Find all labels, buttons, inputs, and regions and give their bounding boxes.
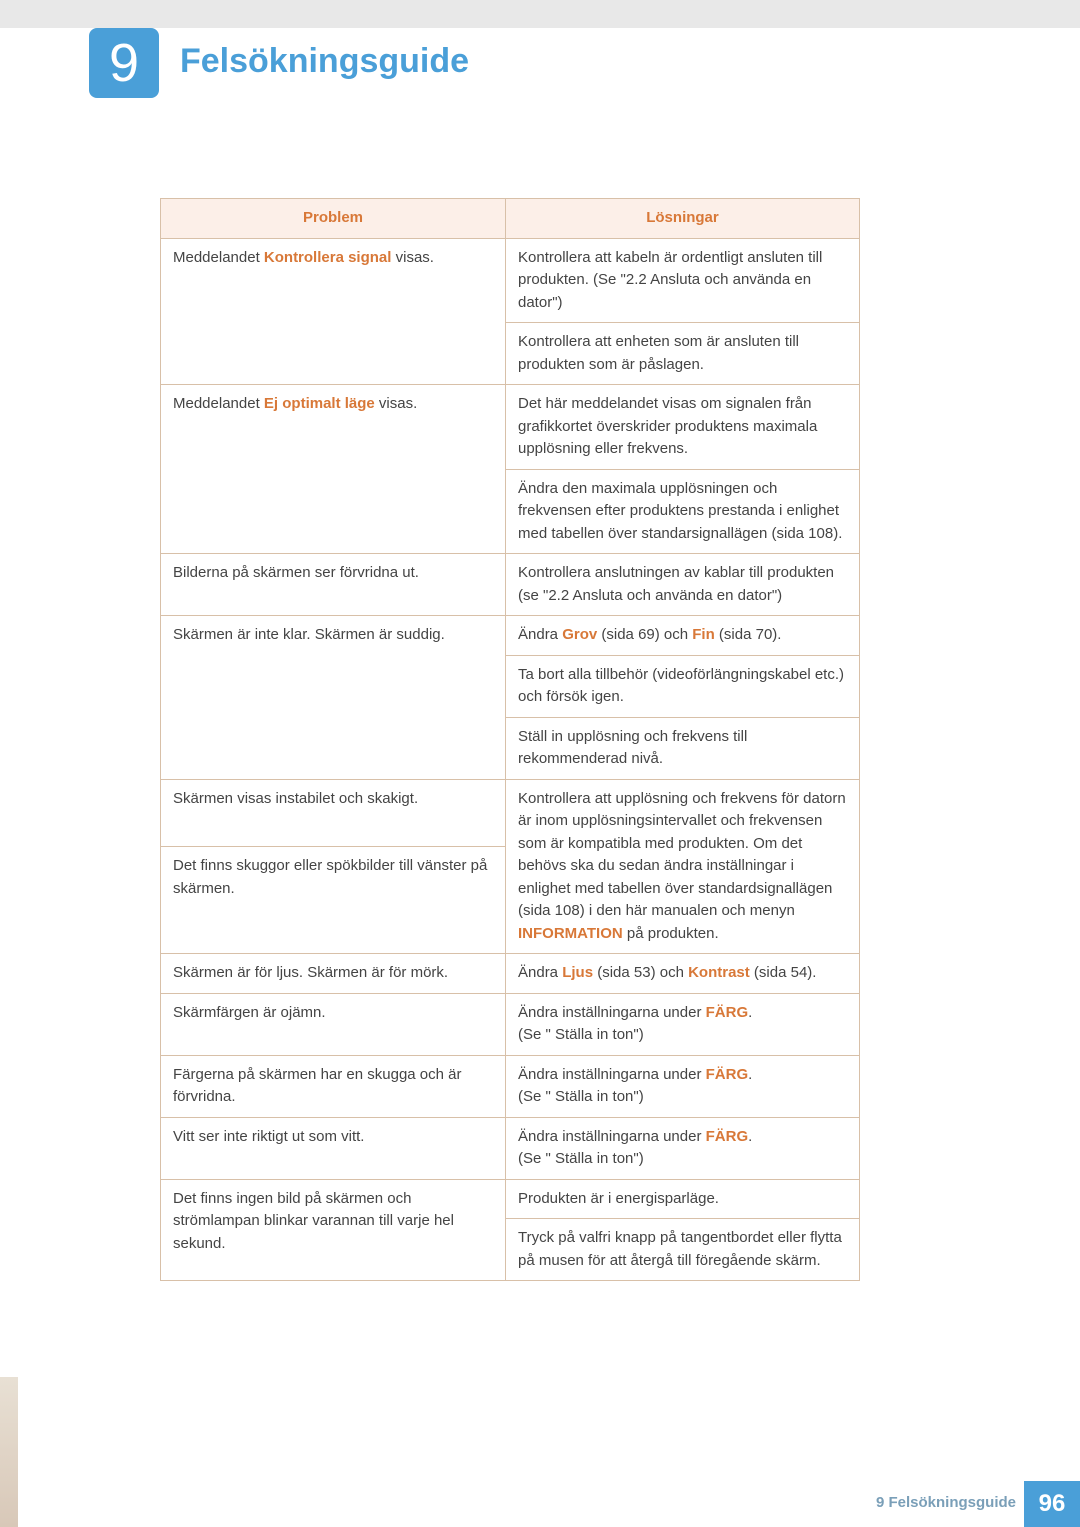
header-solution: Lösningar (506, 199, 860, 239)
table-row: Skärmen är för ljus. Skärmen är för mörk… (161, 954, 860, 994)
top-bar (0, 0, 1080, 28)
solution-cell: Kontrollera att enheten som är ansluten … (506, 323, 860, 385)
highlight: Ljus (562, 964, 593, 981)
highlight: Fin (692, 626, 715, 643)
table-row: Det finns ingen bild på skärmen och strö… (161, 1179, 860, 1219)
problem-cell: Meddelandet Ej optimalt läge visas. (161, 385, 506, 554)
problem-cell: Vitt ser inte riktigt ut som vitt. (161, 1117, 506, 1179)
troubleshooting-table: Problem Lösningar Meddelandet Kontroller… (160, 198, 860, 1281)
highlight: Grov (562, 626, 597, 643)
solution-cell: Det här meddelandet visas om signalen fr… (506, 385, 860, 470)
solution-cell: Ändra den maximala upplösningen och frek… (506, 469, 860, 554)
solution-cell: Kontrollera anslutningen av kablar till … (506, 554, 860, 616)
problem-cell: Färgerna på skärmen har en skugga och är… (161, 1055, 506, 1117)
problem-cell: Bilderna på skärmen ser förvridna ut. (161, 554, 506, 616)
solution-cell: Ändra Grov (sida 69) och Fin (sida 70). (506, 616, 860, 656)
page-number: 96 (1024, 1481, 1080, 1527)
highlight: FÄRG (706, 1004, 749, 1021)
page-footer: 9 Felsökningsguide 96 (0, 1477, 1080, 1527)
table-row: Skärmen visas instabilet och skakigt. Ko… (161, 779, 860, 847)
highlight: Kontrast (688, 964, 750, 981)
problem-cell: Skärmen är inte klar. Skärmen är suddig. (161, 616, 506, 780)
highlight: INFORMATION (518, 925, 623, 942)
solution-cell: Ändra inställningarna under FÄRG. (Se " … (506, 1055, 860, 1117)
solution-cell: Kontrollera att upplösning och frekvens … (506, 779, 860, 954)
table-row: Skärmen är inte klar. Skärmen är suddig.… (161, 616, 860, 656)
table-row: Vitt ser inte riktigt ut som vitt. Ändra… (161, 1117, 860, 1179)
problem-cell: Det finns ingen bild på skärmen och strö… (161, 1179, 506, 1281)
table-row: Bilderna på skärmen ser förvridna ut. Ko… (161, 554, 860, 616)
table-row: Skärmfärgen är ojämn. Ändra inställninga… (161, 993, 860, 1055)
solution-cell: Ändra inställningarna under FÄRG. (Se " … (506, 993, 860, 1055)
highlight: FÄRG (706, 1066, 749, 1083)
solution-cell: Produkten är i energisparläge. (506, 1179, 860, 1219)
highlight: Ej optimalt läge (264, 395, 375, 412)
solution-cell: Tryck på valfri knapp på tangentbordet e… (506, 1219, 860, 1281)
problem-cell: Skärmen är för ljus. Skärmen är för mörk… (161, 954, 506, 994)
highlight: FÄRG (706, 1128, 749, 1145)
table-row: Färgerna på skärmen har en skugga och är… (161, 1055, 860, 1117)
solution-cell: Ändra inställningarna under FÄRG. (Se " … (506, 1117, 860, 1179)
solution-cell: Ändra Ljus (sida 53) och Kontrast (sida … (506, 954, 860, 994)
problem-cell: Skärmen visas instabilet och skakigt. (161, 779, 506, 847)
solution-cell: Ställ in upplösning och frekvens till re… (506, 717, 860, 779)
problem-cell: Skärmfärgen är ojämn. (161, 993, 506, 1055)
table-header-row: Problem Lösningar (161, 199, 860, 239)
chapter-title: Felsökningsguide (180, 42, 469, 81)
footer-section-label: 9 Felsökningsguide (876, 1494, 1016, 1511)
solution-cell: Ta bort alla tillbehör (videoförlängning… (506, 655, 860, 717)
highlight: Kontrollera signal (264, 249, 392, 266)
table-row: Meddelandet Kontrollera signal visas. Ko… (161, 238, 860, 323)
solution-cell: Kontrollera att kabeln är ordentligt ans… (506, 238, 860, 323)
table-row: Meddelandet Ej optimalt läge visas. Det … (161, 385, 860, 470)
problem-cell: Det finns skuggor eller spökbilder till … (161, 847, 506, 954)
header-problem: Problem (161, 199, 506, 239)
problem-cell: Meddelandet Kontrollera signal visas. (161, 238, 506, 385)
chapter-number-badge: 9 (89, 28, 159, 98)
